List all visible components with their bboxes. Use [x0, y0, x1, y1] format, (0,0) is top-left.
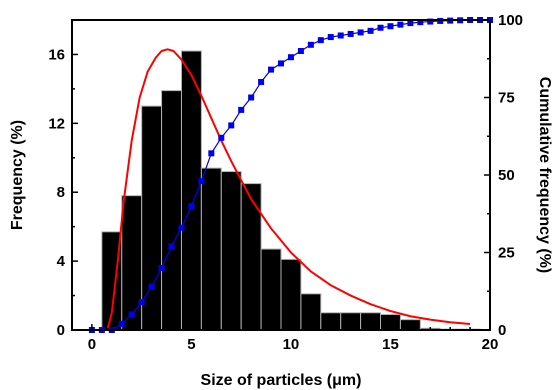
- y-tick-label: 4: [57, 253, 66, 270]
- cumulative-point: [377, 24, 384, 31]
- cumulative-point: [307, 41, 314, 48]
- cumulative-point: [228, 122, 235, 129]
- x-tick-label: 20: [482, 336, 499, 353]
- histogram-bar: [300, 293, 322, 331]
- cumulative-point: [138, 299, 145, 306]
- y-tick-label: 16: [48, 46, 65, 63]
- cumulative-point: [278, 60, 284, 67]
- axis-ticks: [72, 19, 491, 331]
- histogram-bar: [121, 195, 143, 331]
- histogram-bar: [200, 167, 222, 331]
- x-axis-title: Size of particles (μm): [201, 372, 362, 389]
- y-tick-label: 12: [48, 115, 65, 132]
- x-tick-label: 5: [187, 336, 195, 353]
- cumulative-point: [387, 23, 394, 30]
- cumulative-point: [158, 265, 165, 271]
- cumulative-point: [297, 48, 304, 54]
- cumulative-point: [208, 150, 215, 157]
- cumulative-point: [397, 21, 404, 28]
- histogram-bars: [101, 50, 481, 331]
- x-tick-label: 10: [283, 336, 300, 353]
- y2-axis-title: Cumulative frequency (%): [536, 77, 553, 273]
- cumulative-point: [218, 134, 225, 141]
- cumulative-point: [287, 54, 294, 61]
- histogram-bar: [260, 248, 282, 331]
- y2-tick-label: 100: [498, 12, 523, 29]
- histogram-bar: [220, 171, 242, 331]
- cumulative-point: [118, 320, 125, 327]
- cumulative-point: [337, 32, 344, 39]
- cumulative-point: [148, 283, 155, 290]
- x-tick-label: 15: [382, 336, 399, 353]
- histogram-bar: [240, 183, 262, 331]
- cumulative-point: [188, 203, 195, 209]
- cumulative-point: [238, 106, 245, 113]
- x-tick-label: 0: [88, 336, 96, 353]
- histogram-bar: [280, 258, 302, 331]
- y2-tick-label: 50: [498, 167, 515, 184]
- y2-tick-label: 75: [498, 90, 515, 107]
- histogram-bar: [180, 50, 202, 331]
- cumulative-point: [357, 29, 364, 36]
- y2-tick-label: 0: [498, 322, 506, 339]
- cumulative-point: [407, 20, 414, 27]
- cumulative-point: [317, 37, 324, 44]
- cumulative-point: [327, 34, 334, 41]
- cumulative-point: [347, 30, 354, 37]
- cumulative-point: [168, 243, 175, 250]
- y-tick-label: 0: [57, 322, 65, 339]
- cumulative-point: [198, 178, 205, 185]
- y-tick-label: 8: [57, 184, 65, 201]
- cumulative-point: [427, 18, 434, 25]
- cumulative-point: [268, 66, 275, 73]
- cumulative-point: [178, 224, 185, 231]
- y2-tick-label: 25: [498, 245, 515, 262]
- fit-curve: [106, 48, 471, 329]
- cumulative-point: [367, 27, 374, 34]
- y-axis-title: Frequency (%): [9, 120, 26, 230]
- fit-curve-layer: [106, 48, 471, 329]
- cumulative-point: [248, 94, 255, 101]
- cumulative-point: [417, 19, 424, 26]
- cumulative-point: [128, 311, 135, 318]
- cumulative-point: [258, 79, 265, 85]
- histogram-bar: [161, 90, 182, 331]
